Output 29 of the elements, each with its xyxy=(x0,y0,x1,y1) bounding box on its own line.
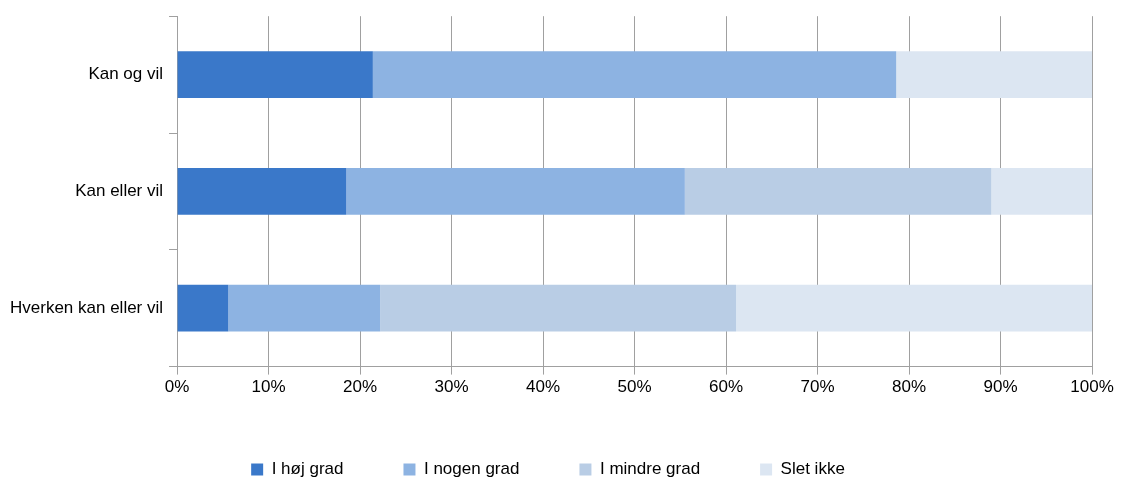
bar xyxy=(380,284,737,332)
legend-label: I nogen grad xyxy=(423,459,520,479)
bar xyxy=(177,168,347,215)
x-tick-label: 90% xyxy=(983,377,1018,397)
bar xyxy=(372,51,897,98)
y-tick-label: Kan eller vil xyxy=(75,181,164,201)
bar xyxy=(346,168,685,215)
bar xyxy=(736,284,1092,332)
x-tick-label: 100% xyxy=(1070,377,1114,397)
legend-label: I høj grad xyxy=(271,459,344,479)
bar xyxy=(177,284,229,332)
y-tick-label: Kan og vil xyxy=(88,64,164,84)
bar xyxy=(228,284,381,332)
bar xyxy=(991,168,1092,215)
bar xyxy=(177,51,373,98)
legend-label: Slet ikke xyxy=(780,459,845,479)
y-tick-label: Hverken kan eller vil xyxy=(10,297,164,317)
x-tick-label: 70% xyxy=(800,377,835,397)
x-tick-label: 80% xyxy=(892,377,927,397)
x-tick-label: 0% xyxy=(164,377,190,397)
x-tick-label: 30% xyxy=(434,377,469,397)
x-tick-label: 60% xyxy=(709,377,744,397)
x-tick-label: 50% xyxy=(617,377,652,397)
x-tick-label: 40% xyxy=(526,377,561,397)
legend-label: I mindre grad xyxy=(599,459,701,479)
x-tick-label: 10% xyxy=(251,377,286,397)
x-tick-label: 20% xyxy=(343,377,378,397)
bar xyxy=(896,51,1092,98)
bar xyxy=(684,168,992,215)
